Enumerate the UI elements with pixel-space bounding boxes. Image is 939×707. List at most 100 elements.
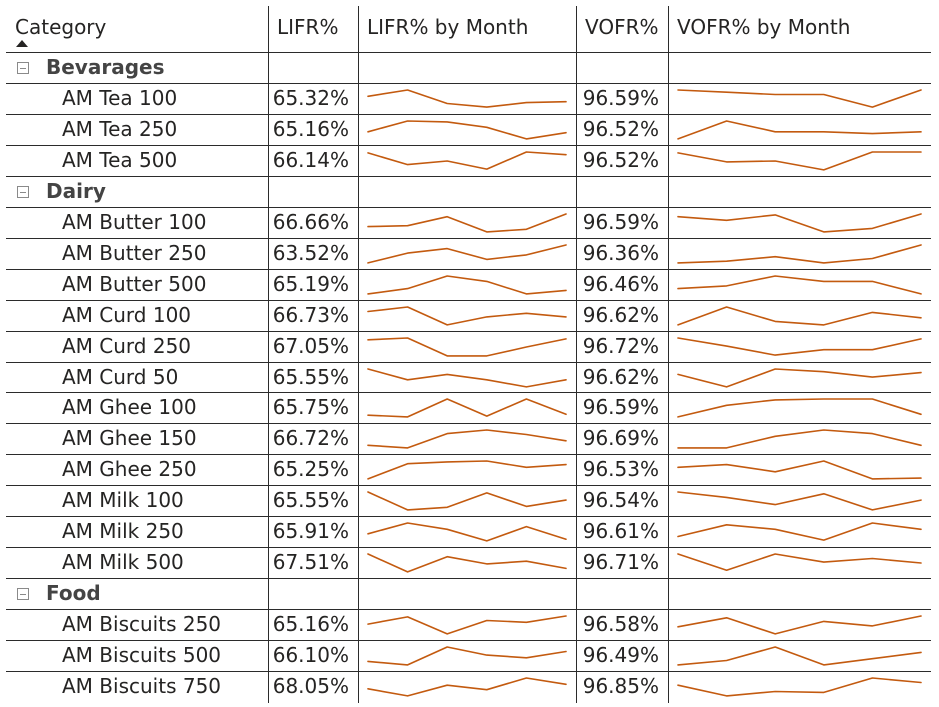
vofr-sparkline [677, 553, 922, 572]
column-header-lifr[interactable]: LIFR% [268, 6, 358, 52]
vofr-sparkline [677, 244, 922, 264]
vofr-value: 96.52% [582, 117, 659, 141]
row-divider [6, 145, 931, 146]
row-divider [6, 176, 931, 177]
lifr-sparkline [367, 460, 567, 480]
lifr-sparkline [367, 151, 567, 170]
vofr-value: 96.85% [582, 674, 659, 698]
vofr-value: 96.59% [582, 210, 659, 234]
sort-ascending-icon[interactable] [16, 40, 28, 47]
vofr-value: 96.59% [582, 395, 659, 419]
lifr-sparkline [367, 306, 567, 326]
vofr-sparkline-line [677, 306, 922, 326]
vofr-value: 96.53% [582, 457, 659, 481]
row-divider [6, 578, 931, 579]
lifr-sparkline-line [367, 120, 567, 140]
column-header-lifr-by-month-label: LIFR% by Month [367, 15, 529, 39]
collapse-minus-icon[interactable] [17, 588, 29, 600]
row-divider [6, 609, 931, 610]
lifr-sparkline [367, 244, 567, 264]
vofr-value: 96.58% [582, 612, 659, 636]
vofr-sparkline [677, 398, 922, 418]
collapse-minus-icon[interactable] [17, 62, 29, 74]
column-header-vofr-by-month-label: VOFR% by Month [677, 15, 851, 39]
lifr-sparkline-line [367, 460, 567, 480]
vofr-sparkline [677, 460, 922, 480]
vofr-sparkline [677, 646, 922, 666]
column-header-lifr-by-month[interactable]: LIFR% by Month [358, 6, 576, 52]
lifr-sparkline [367, 615, 567, 635]
lifr-sparkline-line [367, 151, 567, 170]
vofr-sparkline [677, 368, 922, 388]
lifr-sparkline-line [367, 89, 567, 108]
row-category-label: AM Curd 100 [62, 303, 192, 327]
row-divider [6, 516, 931, 517]
vofr-sparkline-line [677, 151, 922, 171]
vofr-sparkline-line [677, 120, 922, 140]
lifr-sparkline [367, 368, 567, 388]
vofr-value: 96.62% [582, 303, 659, 327]
row-category-label: AM Butter 500 [62, 272, 207, 296]
lifr-value: 66.66% [272, 210, 349, 234]
row-category-label: AM Tea 250 [62, 117, 178, 141]
row-category-label: AM Milk 500 [62, 550, 184, 574]
row-divider [6, 269, 931, 270]
vofr-sparkline [677, 677, 922, 697]
lifr-sparkline [367, 275, 567, 295]
lifr-value: 66.10% [272, 643, 349, 667]
vofr-value: 96.71% [582, 550, 659, 574]
column-header-vofr[interactable]: VOFR% [576, 6, 668, 52]
vofr-value: 96.36% [582, 241, 659, 265]
lifr-value: 63.52% [272, 241, 349, 265]
lifr-value: 66.72% [272, 426, 349, 450]
lifr-sparkline [367, 337, 567, 357]
row-divider [6, 485, 931, 486]
lifr-value: 65.55% [272, 365, 349, 389]
column-header-category[interactable]: Category [6, 6, 268, 52]
vofr-sparkline [677, 306, 922, 326]
row-category-label: AM Curd 250 [62, 334, 192, 358]
collapse-minus-icon[interactable] [17, 186, 29, 198]
lifr-value: 66.14% [272, 148, 349, 172]
vofr-value: 96.61% [582, 519, 659, 543]
vofr-sparkline [677, 120, 922, 140]
vofr-sparkline-line [677, 275, 922, 295]
vofr-sparkline-line [677, 460, 922, 480]
vofr-sparkline [677, 615, 922, 635]
vofr-sparkline [677, 275, 922, 295]
vofr-sparkline [677, 522, 922, 541]
row-category-label: AM Biscuits 250 [62, 612, 222, 636]
column-header-vofr-by-month[interactable]: VOFR% by Month [668, 6, 931, 52]
lifr-sparkline-line [367, 491, 567, 511]
lifr-sparkline [367, 522, 567, 542]
lifr-sparkline [367, 120, 567, 140]
vofr-sparkline-line [677, 244, 922, 264]
lifr-sparkline-line [367, 213, 567, 233]
vofr-value: 96.72% [582, 334, 659, 358]
group-label: Dairy [46, 179, 106, 203]
row-divider [6, 300, 931, 301]
row-divider [6, 83, 931, 84]
row-category-label: AM Biscuits 750 [62, 674, 222, 698]
lifr-sparkline [367, 213, 567, 233]
lifr-value: 65.25% [272, 457, 349, 481]
row-divider [6, 362, 931, 363]
lifr-sparkline-line [367, 337, 567, 357]
vofr-value: 96.54% [582, 488, 659, 512]
vofr-sparkline-line [677, 677, 922, 697]
row-divider [6, 207, 931, 208]
row-divider [6, 423, 931, 424]
column-divider [268, 6, 269, 703]
lifr-sparkline-line [367, 677, 567, 697]
lifr-sparkline [367, 429, 567, 449]
lifr-sparkline-line [367, 368, 567, 388]
row-category-label: AM Butter 250 [62, 241, 207, 265]
vofr-sparkline-line [677, 429, 922, 449]
vofr-sparkline-line [677, 491, 922, 511]
lifr-value: 65.55% [272, 488, 349, 512]
vofr-value: 96.69% [582, 426, 659, 450]
vofr-sparkline [677, 151, 922, 171]
lifr-sparkline [367, 89, 567, 108]
row-divider [6, 392, 931, 393]
vofr-sparkline-line [677, 646, 922, 666]
